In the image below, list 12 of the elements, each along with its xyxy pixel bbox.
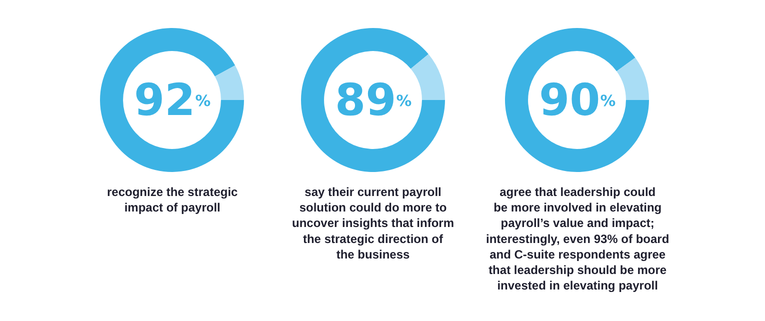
text: agree that leadership could be more involved in elevating payroll’s value and impact; interestingly, even 93% of board and C-suite respondents agree that leadership should be more invested in elevating payroll (486, 185, 670, 293)
donut-slice (214, 65, 244, 100)
data-label: 90$^{%}$ (539, 75, 616, 126)
donut-slice (616, 58, 649, 100)
donut-slice (301, 28, 445, 172)
data-label: 89$^{%}$ (335, 75, 412, 126)
text: recognize the strategic impact of payroll (107, 185, 238, 215)
data-label: 92$^{%}$ (134, 75, 211, 126)
donut-slice (505, 28, 649, 172)
donut-slice (100, 28, 244, 172)
donut-slice (410, 54, 445, 100)
text: say their current payroll solution could do more to uncover insights that inform the strategic direction of the business (292, 185, 454, 262)
